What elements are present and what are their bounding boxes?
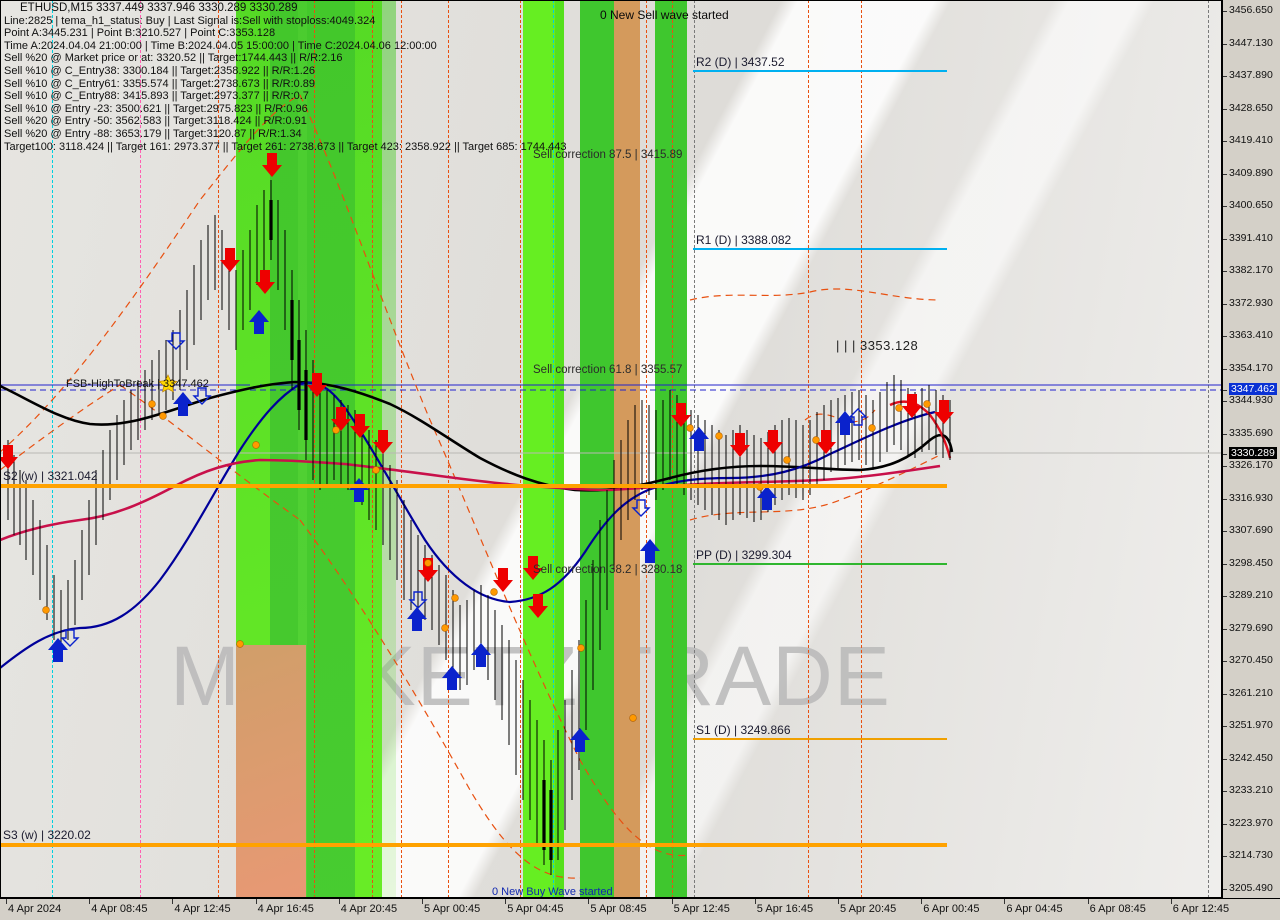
time-tick-mark [1087,899,1089,904]
sell-arrow-group [0,153,954,618]
info-line: Sell %20 @ Entry -88: 3653.179 || Target… [4,127,302,140]
time-tick-mark [338,899,340,904]
time-tick-label: 5 Apr 00:45 [424,903,481,915]
pivot-line-r2-d [693,70,947,72]
vline-pink [140,0,141,898]
info-line: Target100: 3118.424 || Target 161: 2973.… [4,140,567,153]
new-sell-wave-note: 0 New Sell wave started [600,8,729,22]
pivot-line-s3-w [0,843,947,847]
time-tick-label: 5 Apr 12:45 [673,903,730,915]
time-tick-mark [921,899,923,904]
time-tick-mark [671,899,673,904]
time-tick-mark [89,899,91,904]
time-tick-label: 5 Apr 20:45 [840,903,897,915]
time-tick-label: 4 Apr 2024 [8,903,62,915]
vline-orange [808,0,809,898]
time-tick-mark [255,899,257,904]
time-tick-mark [838,899,839,904]
symbol-quote-line: ETHUSD,M15 3337.449 3337.946 3330.289 33… [20,2,298,14]
zone-band [614,0,640,898]
sell-correction-label: Sell correction 87.5 | 3415.89 [533,149,683,161]
fsb-label: FSB-HighToBreak | 3347.462 [66,378,209,390]
time-tick-label: 4 Apr 20:45 [340,903,398,915]
ma-blue [0,381,936,669]
vline-orange [646,0,647,898]
price-axis[interactable]: 3456.650 3447.130 3437.890 3428.650 3419.410… [1222,0,1280,898]
time-tick-label: 5 Apr 16:45 [756,903,814,915]
time-tick-mark [422,899,423,904]
pivot-label-pp-d: PP (D) | 3299.304 [696,548,792,562]
pivot-label-s2-w: S2 (w) | 3321.042 [3,469,98,483]
pivot-label-r1-d: R1 (D) | 3388.082 [696,233,792,247]
time-tick-label: 6 Apr 08:45 [1089,903,1146,915]
vline-orange [218,0,219,898]
sell-correction-label: Sell correction 61.8 | 3355.57 [533,364,683,376]
chart-info-block: ETHUSD,M15 3337.449 3337.946 3330.289 33… [4,2,567,153]
time-tick-label: 4 Apr 16:45 [257,903,314,915]
info-line: Sell %20 @ Market price or at: 3320.52 |… [4,52,343,65]
vline-orange [401,0,402,898]
time-tick-label: 5 Apr 04:45 [507,903,564,915]
info-line: Sell %10 @ C_Entry38: 3300.184 || Target… [4,64,316,77]
zone-band [555,0,564,898]
time-tick-label: 5 Apr 08:45 [590,903,647,915]
vline-orange [448,0,449,898]
time-tick-mark [172,899,174,904]
pivot-label-s3-w: S3 (w) | 3220.02 [3,828,91,842]
info-line: Sell %10 @ C_Entry61: 3355.574 || Target… [4,77,316,90]
info-line: Time A:2024.04.04 21:00:00 | Time B:2024… [4,39,437,52]
pending-arrow-group [60,332,868,647]
point-c-tag: | | | 3353.128 [836,338,919,353]
pivot-line-pp-d [693,563,947,565]
signal-dot-group [42,400,931,722]
ma-black [0,380,954,492]
vline-orange [861,0,862,898]
sell-correction-label: Sell correction 38.2 | 3280.18 [533,564,683,576]
new-buy-wave-note: 0 New Buy Wave started [492,886,613,898]
pivot-label-s1-d: S1 (D) | 3249.866 [696,723,791,737]
vline-gray [1208,0,1209,898]
time-tick-label: 4 Apr 08:45 [91,903,148,915]
chart-plot-area[interactable]: MARKETZ|TRADE [0,0,1222,898]
ma-red [0,458,941,542]
vline-orange [314,0,315,898]
info-line: Sell %10 @ C_Entry88: 3415.893 || Target… [4,90,309,103]
info-line: Sell %20 @ Entry -50: 3562.583 || Target… [4,115,307,128]
time-tick-mark [754,899,756,904]
time-tick-label: 6 Apr 12:45 [1172,903,1230,915]
time-tick-label: 6 Apr 04:45 [1006,903,1063,915]
time-tick-mark [505,899,507,904]
time-tick-mark [6,899,7,904]
pivot-line-r1-d [693,248,947,250]
vline-cyan [52,0,53,898]
pivot-line-s1-d [693,738,947,740]
ma-red-segment [889,400,952,459]
chart-overlay [0,94,1222,879]
candlestick-series [7,180,951,875]
star-icon [158,374,178,393]
time-tick-label: 4 Apr 12:45 [174,903,231,915]
zone-band [523,0,555,898]
zone-band [580,0,614,898]
info-line: Sell %10 @ Entry -23: 3500.621 || Target… [4,102,308,115]
vline-orange [520,0,521,898]
vline-orange [672,0,673,898]
info-line: Point A:3445.231 | Point B:3210.527 | Po… [4,27,276,40]
time-tick-mark [1004,899,1006,904]
time-axis[interactable]: 4 Apr 2024 4 Apr 08:45 4 Apr 12:45 4 Apr 16… [0,898,1280,920]
time-tick-mark [588,899,590,904]
vline-cyan [553,0,554,898]
zone-band [655,0,687,898]
time-tick-mark [1170,899,1172,904]
info-line: Line:2825 | tema_h1_status: Buy | Last S… [4,14,376,27]
buy-arrow-group [48,310,855,752]
time-tick-label: 6 Apr 00:45 [923,903,980,915]
pivot-label-r2-d: R2 (D) | 3437.52 [696,55,785,69]
pivot-line-s2-w [0,484,947,488]
